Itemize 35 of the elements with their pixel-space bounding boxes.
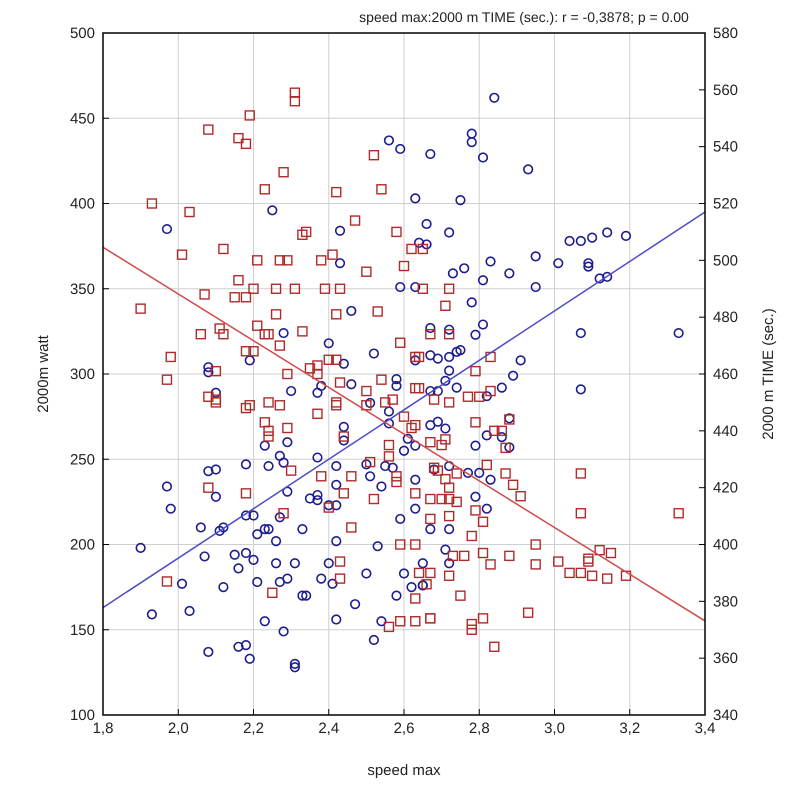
x-tick-label: 2,4 — [318, 720, 340, 737]
y2-tick-label: 560 — [713, 82, 738, 99]
y2-tick-label: 400 — [713, 536, 738, 554]
y-tick-label: 300 — [70, 366, 95, 383]
y2-tick-label: 380 — [713, 593, 738, 610]
x-tick-label: 2,2 — [243, 720, 264, 737]
y-tick-label: 150 — [70, 622, 95, 639]
y2-tick-label: 360 — [713, 650, 738, 668]
x-tick-label: 3,0 — [544, 720, 565, 737]
y2-tick-label: 340 — [713, 707, 738, 724]
y-tick-label: 350 — [70, 280, 95, 298]
y2-axis-title: 2000 m TIME (sec.) — [760, 308, 777, 440]
y2-tick-label: 480 — [713, 309, 738, 326]
chart-title: speed max:2000 m TIME (sec.): r = -0,3878; p = 0.00 — [359, 9, 690, 25]
x-axis-title: speed max — [367, 762, 442, 779]
y2-tick-label: 500 — [713, 252, 738, 270]
y-tick-label: 200 — [70, 536, 95, 554]
x-tick-label: 2,0 — [168, 720, 189, 737]
y2-tick-label: 540 — [713, 138, 738, 156]
y-tick-label: 100 — [70, 707, 95, 724]
y2-tick-label: 460 — [713, 366, 738, 383]
x-tick-label: 1,8 — [92, 720, 114, 737]
y-tick-label: 400 — [70, 196, 95, 212]
y2-tick-label: 420 — [713, 480, 738, 497]
y-tick-label: 500 — [70, 25, 95, 42]
x-tick-label: 3,4 — [694, 720, 716, 737]
y2-tick-label: 580 — [713, 25, 738, 42]
y-axis-title: 2000m watt — [35, 334, 52, 413]
y2-tick-label: 520 — [713, 196, 738, 212]
y-tick-label: 250 — [70, 451, 95, 468]
y2-tick-label: 440 — [713, 422, 738, 440]
x-tick-label: 3,2 — [619, 720, 640, 737]
x-tick-label: 2,6 — [394, 720, 414, 737]
y-tick-label: 450 — [70, 110, 95, 128]
x-tick-label: 2,8 — [468, 720, 490, 737]
